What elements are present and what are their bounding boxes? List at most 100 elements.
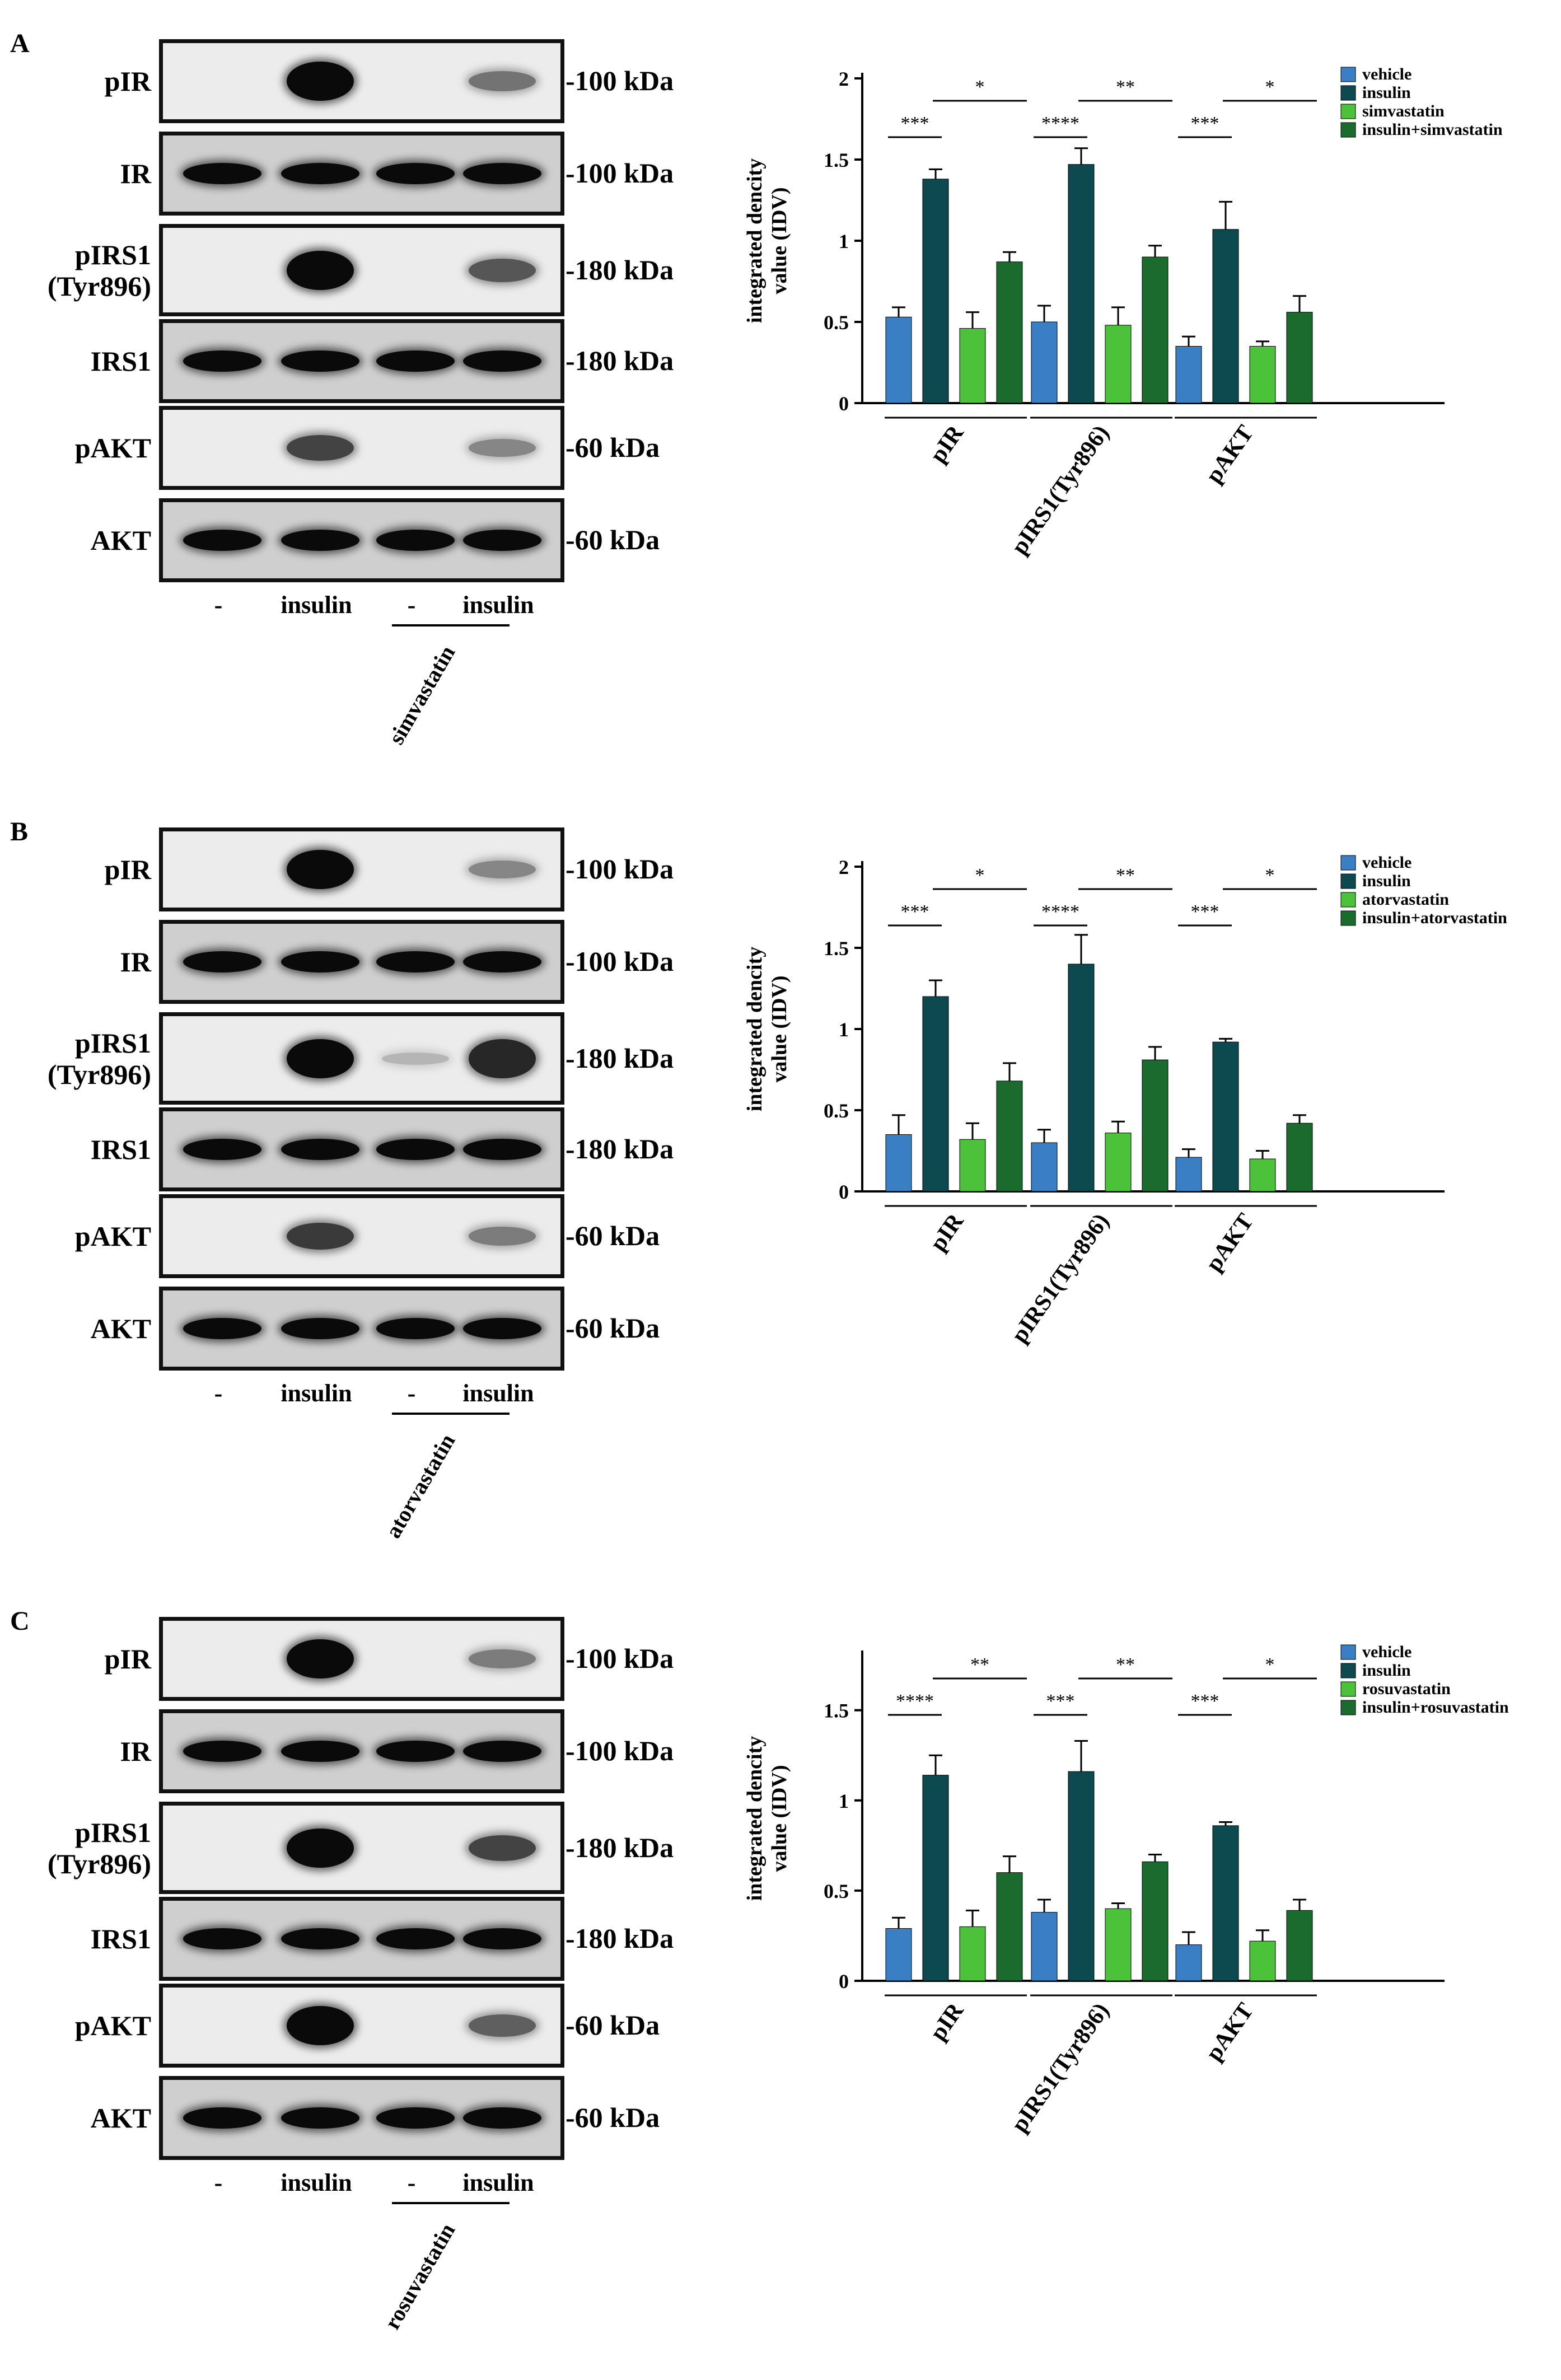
blot-pir (159, 39, 564, 123)
legend-swatch (1340, 1644, 1356, 1660)
molecular-weight-label: -100 kDa (565, 1735, 674, 1766)
significance-marker: **** (896, 1691, 934, 1712)
protein-band (376, 1139, 455, 1160)
blot-label: pAKT (74, 1221, 151, 1252)
protein-band (281, 951, 359, 972)
molecular-weight-label: -180 kDa (565, 254, 674, 286)
protein-band (469, 1649, 536, 1668)
protein-band (376, 951, 455, 972)
molecular-weight-label: -60 kDa (565, 1220, 660, 1251)
legend-swatch (1340, 873, 1356, 889)
significance-marker: *** (1191, 113, 1219, 134)
protein-band (463, 1928, 541, 1949)
bar-vehicle-pakt (1175, 346, 1202, 404)
lane-label: insulin (462, 1380, 534, 1407)
bar-insulin-atorvastatin-pakt (1286, 1123, 1313, 1192)
blot-label: pIR (104, 854, 151, 885)
significance-marker: **** (1041, 113, 1079, 134)
bar-vehicle-pirs1tyr896 (1031, 321, 1058, 404)
blot-pirs1 (159, 1012, 564, 1105)
bar-insulin-rosuvastatin-pirs1tyr896 (1142, 1861, 1169, 1981)
protein-band (469, 1227, 536, 1246)
protein-band (183, 1139, 261, 1160)
protein-band (287, 1039, 354, 1078)
molecular-weight-label: -100 kDa (565, 157, 674, 189)
bar-vehicle-pakt (1175, 1944, 1202, 1981)
protein-band (469, 1039, 536, 1078)
protein-band (376, 2107, 455, 2129)
blot-irs1 (159, 319, 564, 403)
protein-band (469, 71, 536, 91)
chart-svg: 0 0.5 1 1.5 integrated dencityvalue (IDV) pIR… (743, 1643, 1509, 2137)
bar-simvastatin-pirs1tyr896 (1105, 325, 1132, 404)
blot-pirs1 (159, 1802, 564, 1894)
protein-band (287, 850, 354, 889)
molecular-weight-label: -60 kDa (565, 2009, 660, 2041)
bar-insulin-simvastatin-pirs1tyr896 (1142, 256, 1169, 404)
bar-insulin-simvastatin-pir (996, 261, 1023, 404)
y-tick-label: 1.5 (824, 149, 849, 171)
category-label: pIR (925, 1209, 969, 1256)
molecular-weight-label: -180 kDa (565, 345, 674, 376)
significance-marker: *** (1191, 1691, 1219, 1712)
y-axis-label: integrated dencityvalue (IDV) (743, 158, 791, 323)
y-tick-label: 0.5 (824, 1880, 849, 1902)
legend-label: insulin (1362, 872, 1411, 890)
protein-band (463, 350, 541, 372)
lane-label: - (214, 591, 223, 619)
bar-vehicle-pirs1tyr896 (1031, 1142, 1058, 1192)
protein-band (463, 163, 541, 184)
molecular-weight-label: -100 kDa (565, 946, 674, 977)
y-tick-label: 0 (839, 392, 849, 415)
y-tick-label: 2 (839, 856, 849, 878)
treatment-bracket (392, 624, 510, 626)
blot-label: AKT (90, 1313, 151, 1344)
lane-label: - (407, 2169, 416, 2196)
bar-vehicle-pir (885, 1928, 912, 1981)
molecular-weight-label: -180 kDa (565, 1133, 674, 1165)
molecular-weight-label: -100 kDa (565, 853, 674, 885)
legend-label: insulin+rosuvastatin (1362, 1698, 1509, 1717)
protein-band (281, 1928, 359, 1949)
bar-insulin-pirs1tyr896 (1068, 164, 1095, 404)
panel-letter: A (10, 29, 30, 58)
bar-insulin-pirs1tyr896 (1068, 1771, 1095, 1981)
protein-band (281, 163, 359, 184)
protein-band (183, 2107, 261, 2129)
protein-band (281, 1741, 359, 1762)
panel-letter: B (10, 817, 29, 847)
protein-band (463, 1139, 541, 1160)
lane-label: - (214, 2169, 223, 2196)
lane-label: insulin (462, 2169, 534, 2196)
category-label: pAKT (1201, 420, 1259, 488)
significance-marker: * (975, 865, 985, 886)
treatment-label: simvastatin (383, 641, 460, 749)
significance-marker: **** (1041, 901, 1079, 922)
blot-pirs1 (159, 224, 564, 316)
blot-label: IRS1 (90, 1923, 151, 1955)
legend-swatch (1340, 1700, 1356, 1715)
blot-pakt (159, 1194, 564, 1278)
blot-pir (159, 827, 564, 911)
molecular-weight-label: -60 kDa (565, 432, 660, 463)
bar-insulin-atorvastatin-pir (996, 1081, 1023, 1192)
y-tick-label: 1 (839, 230, 849, 253)
significance-marker: ** (1116, 1654, 1135, 1675)
protein-band (463, 2107, 541, 2129)
blot-label: pAKT (74, 432, 151, 464)
legend-label: vehicle (1362, 853, 1412, 872)
lane-label: insulin (281, 1380, 352, 1407)
protein-band (183, 1928, 261, 1949)
legend-label: simvastatin (1362, 102, 1445, 120)
lane-label: - (407, 1380, 416, 1407)
legend-label: insulin+atorvastatin (1362, 909, 1507, 927)
y-tick-label: 1 (839, 1018, 849, 1041)
bar-vehicle-pakt (1175, 1157, 1202, 1192)
protein-band (281, 2107, 359, 2129)
blot-label: pIRS1 (Tyr896) (47, 239, 151, 302)
bar-insulin-pakt (1212, 1825, 1239, 1981)
significance-marker: ** (970, 1654, 989, 1675)
blot-label: pAKT (74, 2010, 151, 2041)
